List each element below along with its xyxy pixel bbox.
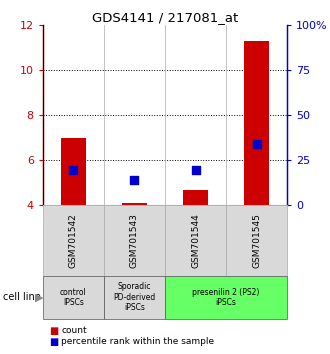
Bar [122, 203, 147, 205]
Bar [43, 276, 104, 319]
Bar [104, 276, 165, 319]
Bar [226, 205, 287, 276]
Bar [104, 205, 165, 276]
Text: control
IPSCs: control IPSCs [60, 288, 87, 307]
Point [132, 178, 137, 183]
Title: GDS4141 / 217081_at: GDS4141 / 217081_at [92, 11, 238, 24]
Bar [183, 189, 208, 205]
Text: presenilin 2 (PS2)
iPSCs: presenilin 2 (PS2) iPSCs [192, 288, 260, 307]
Bar [165, 276, 287, 319]
Text: GSM701545: GSM701545 [252, 213, 261, 268]
Point [71, 167, 76, 173]
Bar [43, 205, 104, 276]
Bar [244, 41, 269, 205]
Bar [61, 138, 85, 205]
Bar [165, 205, 226, 276]
Text: cell line: cell line [3, 292, 41, 302]
Point [254, 142, 259, 147]
Text: GSM701543: GSM701543 [130, 213, 139, 268]
Text: GSM701542: GSM701542 [69, 213, 78, 268]
Text: percentile rank within the sample: percentile rank within the sample [61, 337, 214, 346]
Text: ▶: ▶ [35, 292, 43, 302]
Point [193, 167, 198, 173]
Text: ■: ■ [50, 326, 59, 336]
Text: GSM701544: GSM701544 [191, 213, 200, 268]
Text: Sporadic
PD-derived
iPSCs: Sporadic PD-derived iPSCs [113, 282, 156, 312]
Text: count: count [61, 326, 87, 336]
Text: ■: ■ [50, 337, 59, 347]
